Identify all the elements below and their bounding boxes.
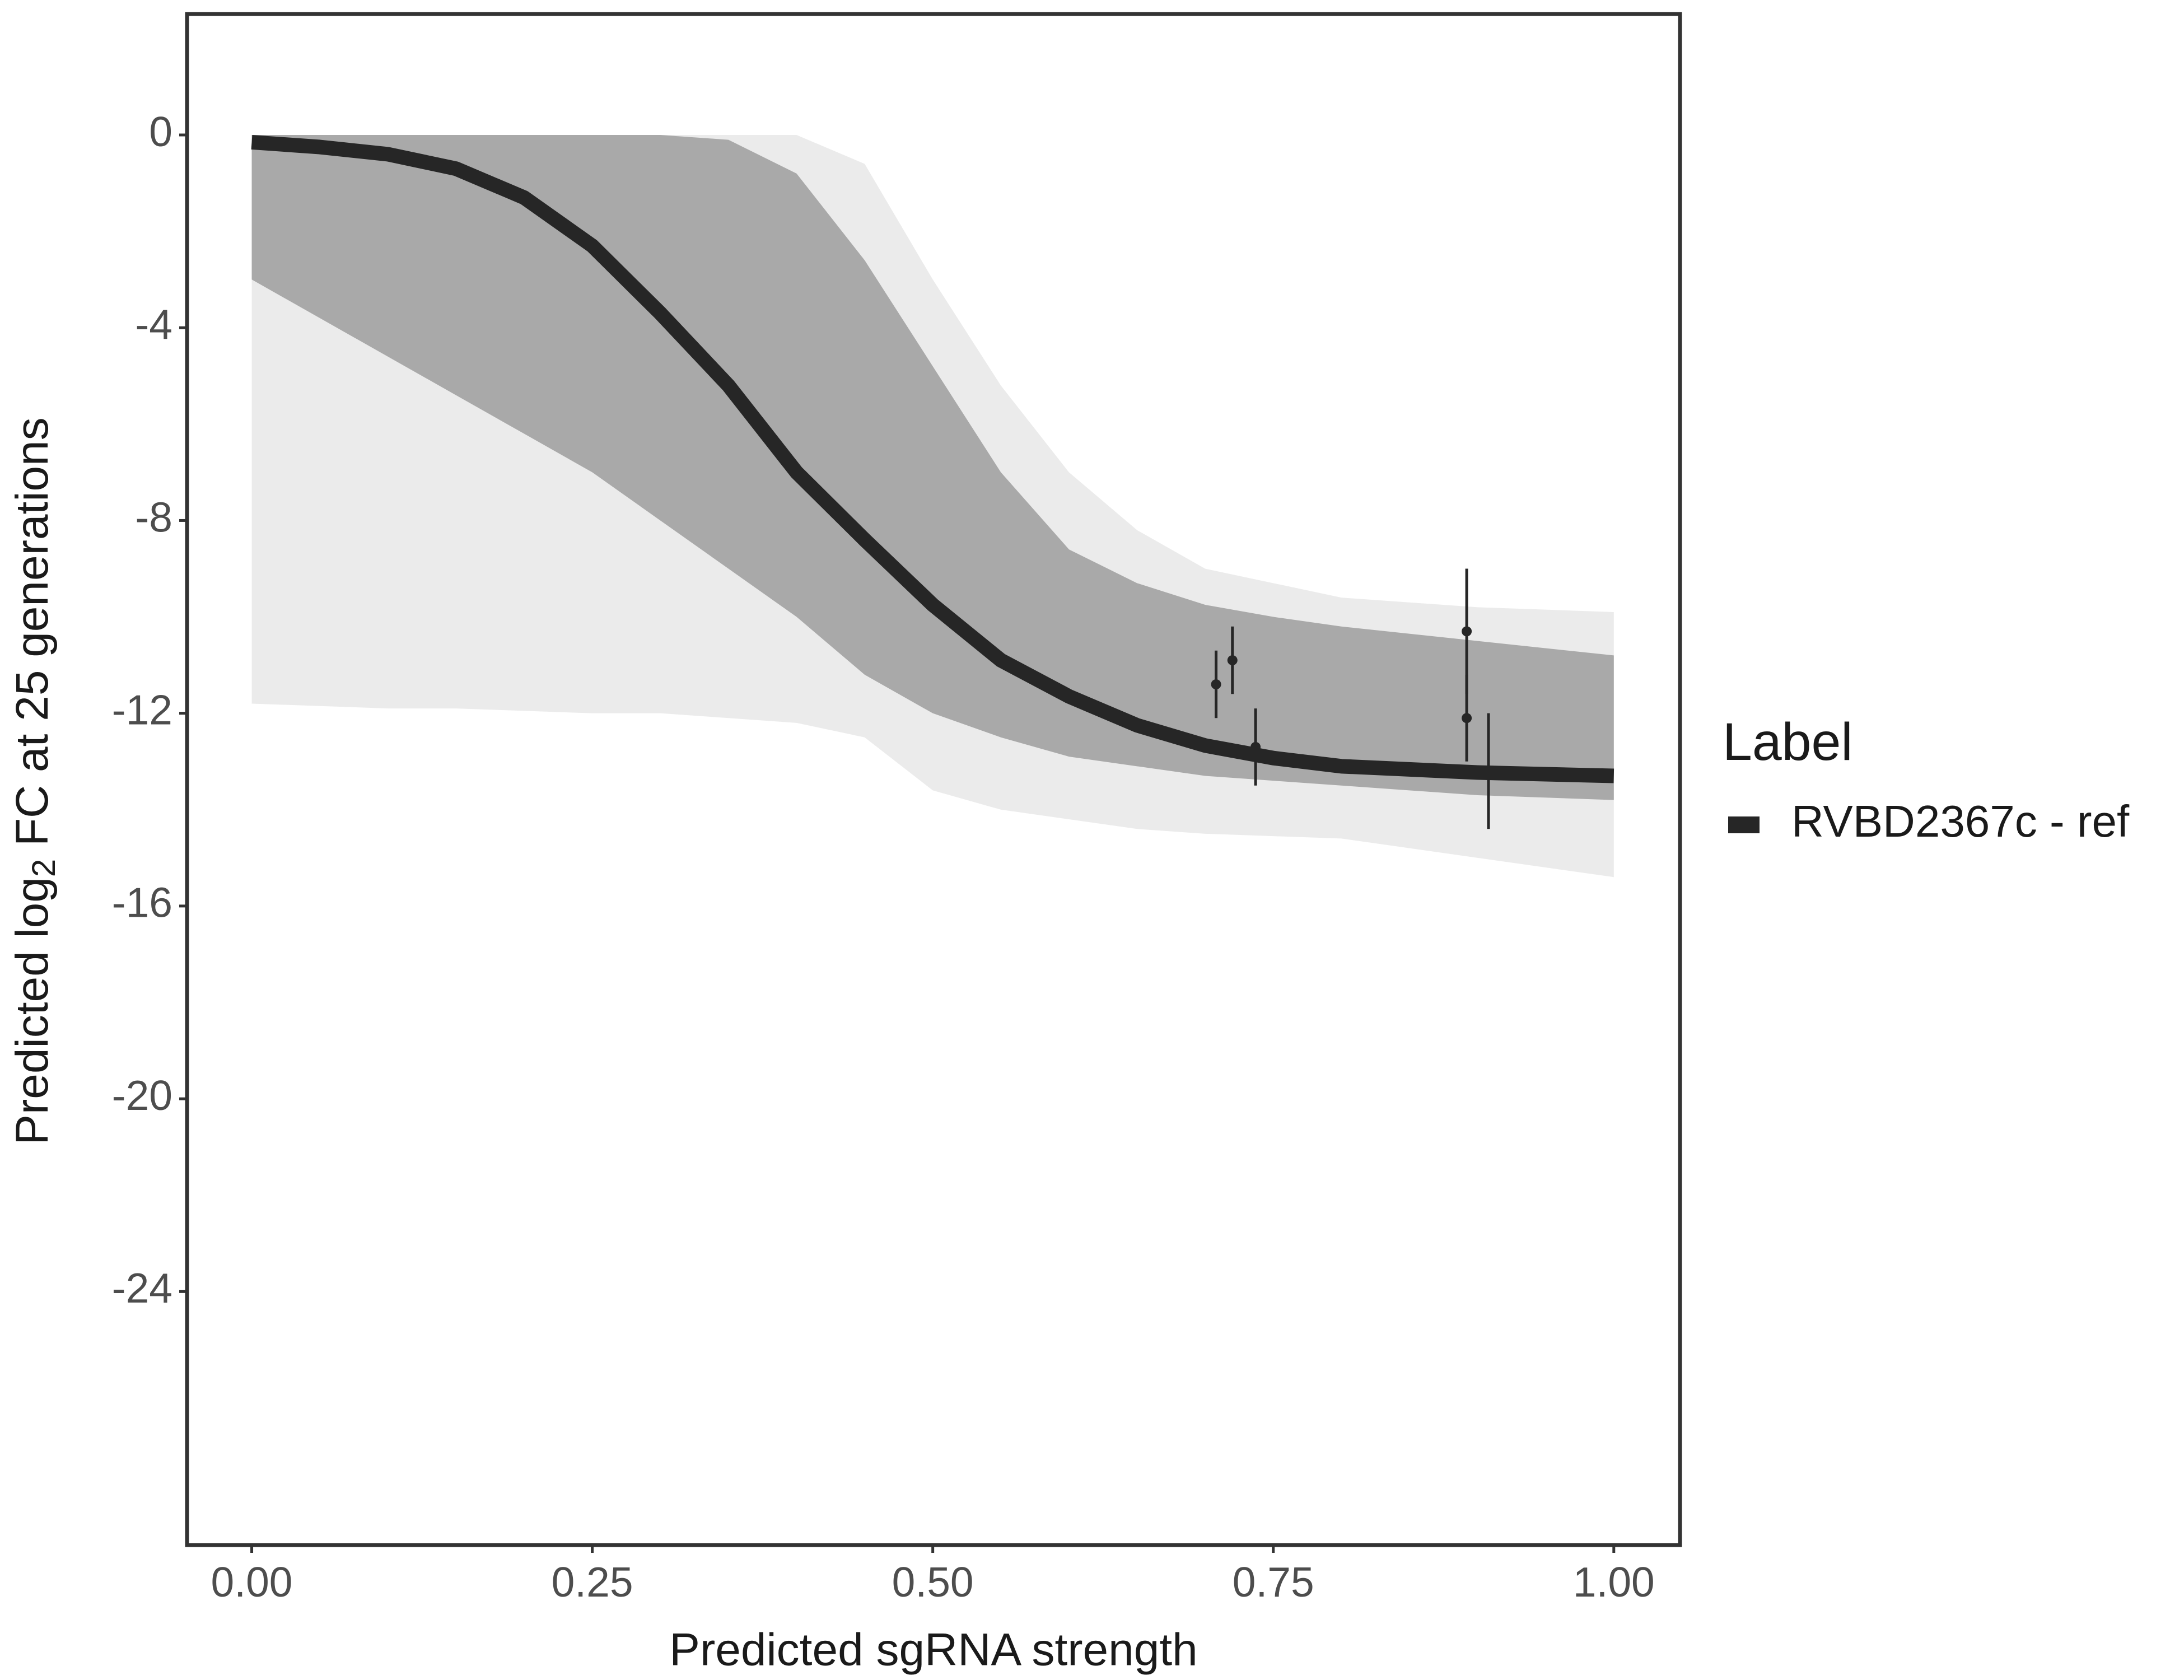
data-point: [1462, 626, 1472, 637]
legend-label: RVBD2367c - ref: [1791, 796, 2130, 846]
x-tick-label: 0.00: [211, 1558, 293, 1606]
y-tick-label: -12: [112, 686, 172, 733]
x-tick-label: 0.50: [892, 1558, 974, 1606]
data-point: [1211, 679, 1221, 690]
y-title-part: FC at 25 generations: [7, 417, 58, 859]
y-tick-label: -16: [112, 879, 172, 926]
x-tick-label: 0.75: [1233, 1558, 1314, 1606]
data-point: [1462, 713, 1472, 724]
data-point: [1250, 741, 1261, 752]
x-tick-label: 0.25: [552, 1558, 633, 1606]
y-title-subscript: 2: [26, 859, 62, 877]
posterior-band: [251, 135, 1614, 800]
legend-title: Label: [1723, 712, 1852, 772]
y-title-part: Predicted log: [7, 877, 58, 1145]
y-tick-label: -24: [112, 1264, 172, 1312]
data-point: [1227, 655, 1238, 666]
plot-area: [251, 134, 1614, 878]
y-tick-label: -8: [135, 493, 172, 540]
x-tick-label: 1.00: [1573, 1558, 1655, 1606]
y-tick-label: -20: [112, 1072, 172, 1119]
fit-line: [251, 134, 1614, 783]
data-point: [1483, 766, 1494, 776]
y-axis-title: Predicted log2 FC at 25 generations: [7, 417, 63, 1145]
y-tick-label: -4: [135, 301, 172, 348]
x-axis-title: Predicted sgRNA strength: [669, 1625, 1197, 1676]
y-tick-label: 0: [149, 108, 172, 155]
legend-key: [1728, 816, 1760, 833]
